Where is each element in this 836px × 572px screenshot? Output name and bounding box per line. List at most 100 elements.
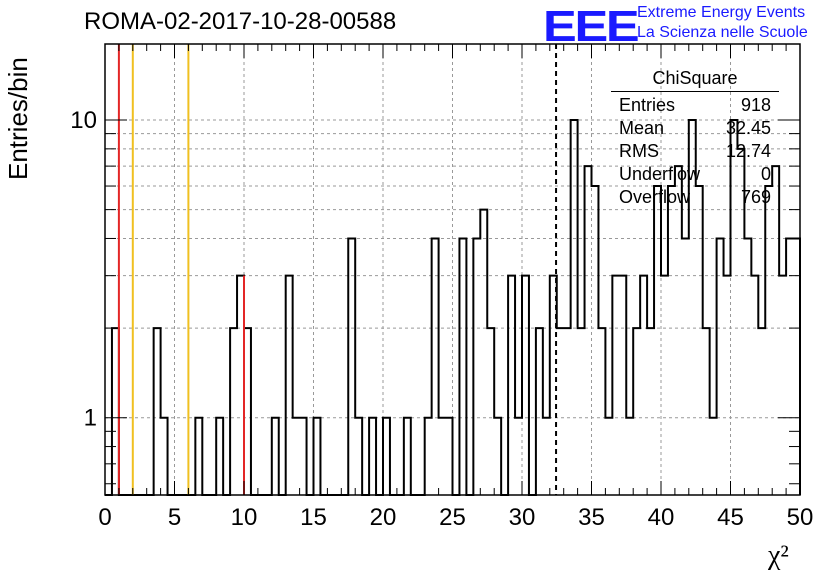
x-tick-label: 15: [300, 504, 327, 531]
x-tick-label: 35: [578, 504, 605, 531]
histogram-bin: [619, 276, 626, 495]
histogram-bin: [793, 238, 800, 495]
histogram-bin: [779, 276, 786, 495]
histogram-bin: [612, 276, 619, 495]
histogram-bin: [571, 120, 578, 495]
stats-value: 12.74: [725, 141, 771, 161]
histogram-bin: [425, 418, 432, 495]
histogram-bin: [216, 418, 223, 495]
histogram-bin: [758, 328, 765, 495]
histogram-bin: [244, 328, 251, 495]
stats-value: 0: [760, 164, 771, 184]
histogram-bin: [154, 328, 161, 495]
histogram-bin: [585, 166, 592, 495]
histogram-bin: [564, 328, 571, 495]
histogram-bin: [598, 328, 605, 495]
chart-title: ROMA-02-2017-10-28-00588: [84, 8, 397, 35]
histogram-bin: [647, 328, 654, 495]
histogram-bin: [557, 328, 564, 495]
x-tick-label: 25: [439, 504, 466, 531]
histogram-bin: [786, 238, 793, 495]
x-tick-label: 10: [231, 504, 258, 531]
stats-value: 32.45: [725, 118, 771, 138]
x-tick-label: 20: [370, 504, 397, 531]
x-tick-label: 0: [98, 504, 111, 531]
stats-label: Mean: [619, 118, 665, 138]
histogram-bin: [237, 276, 244, 495]
histogram-bin: [536, 328, 543, 495]
histogram-bin: [446, 418, 453, 495]
histogram-bin: [369, 418, 376, 495]
histogram-bin: [605, 418, 612, 495]
histogram-bin: [293, 418, 300, 495]
histogram-bin: [314, 418, 321, 495]
stats-value: 918: [740, 95, 771, 115]
x-axis-label: χ²: [768, 540, 789, 571]
histogram-bin: [230, 328, 237, 495]
histogram-bin: [161, 418, 168, 495]
stats-label: Overflow: [619, 187, 691, 207]
histogram-bin: [473, 238, 480, 495]
histogram-bin: [515, 418, 522, 495]
stats-row-rms: RMS 12.74: [611, 140, 779, 163]
x-tick-label: 50: [787, 504, 814, 531]
stats-row-overflow: Overflow 769: [611, 186, 779, 209]
histogram-bin: [272, 418, 279, 495]
histogram-bin: [633, 328, 640, 495]
histogram-bin: [765, 186, 772, 495]
y-axis-label: Entries/bin: [3, 57, 33, 180]
stats-label: RMS: [619, 141, 659, 161]
histogram-bin: [578, 328, 585, 495]
histogram-bin: [195, 418, 202, 495]
stats-value: 769: [740, 187, 771, 207]
stats-title: ChiSquare: [611, 68, 779, 92]
histogram-bin: [439, 418, 446, 495]
histogram-bin: [522, 276, 529, 495]
x-tick-label: 5: [168, 504, 181, 531]
stats-row-mean: Mean 32.45: [611, 117, 779, 140]
histogram-bin: [383, 418, 390, 495]
histogram-bin: [487, 328, 494, 495]
histogram-bin: [300, 418, 307, 495]
histogram-outline: [105, 118, 801, 496]
y-tick-label: 10: [70, 107, 97, 134]
histogram-bin: [459, 238, 466, 495]
stats-row-underflow: Underflow 0: [611, 163, 779, 186]
eee-logo: EEE: [543, 2, 640, 51]
histogram-bin: [717, 238, 724, 495]
histogram-bin: [592, 186, 599, 495]
histogram-bin: [404, 418, 411, 495]
stats-row-entries: Entries 918: [611, 94, 779, 117]
logo-text-line2: La Scienza nelle Scuole: [637, 24, 808, 41]
histogram-bin: [112, 328, 119, 495]
histogram-bin: [355, 418, 362, 495]
histogram-bin: [654, 186, 661, 495]
x-tick-label: 45: [717, 504, 744, 531]
stats-label: Entries: [619, 95, 676, 115]
histogram-bin: [494, 418, 501, 495]
histogram-bin: [543, 418, 550, 495]
stats-box: ChiSquare Entries 918 Mean 32.45 RMS 12.…: [611, 68, 779, 209]
histogram-bin: [744, 238, 751, 495]
histogram-bin: [348, 238, 355, 495]
histogram-bin: [668, 186, 675, 495]
histogram-bin: [286, 276, 293, 495]
x-tick-label: 30: [509, 504, 536, 531]
histogram-bin: [640, 276, 647, 495]
histogram-bin: [710, 418, 717, 495]
histogram-bin: [432, 238, 439, 495]
logo-text-line1: Extreme Energy Events: [637, 4, 806, 21]
histogram-bin: [772, 166, 779, 495]
histogram-bin: [696, 186, 703, 495]
histogram-bin: [480, 210, 487, 495]
histogram-bin: [508, 276, 515, 495]
histogram-bin: [703, 328, 710, 495]
histogram-bin: [626, 418, 633, 495]
stats-label: Underflow: [619, 164, 701, 184]
histogram-bin: [661, 276, 668, 495]
histogram-bin: [675, 166, 682, 495]
histogram-bin: [751, 276, 758, 495]
histogram-bin: [724, 276, 731, 495]
y-tick-label: 1: [84, 405, 97, 432]
